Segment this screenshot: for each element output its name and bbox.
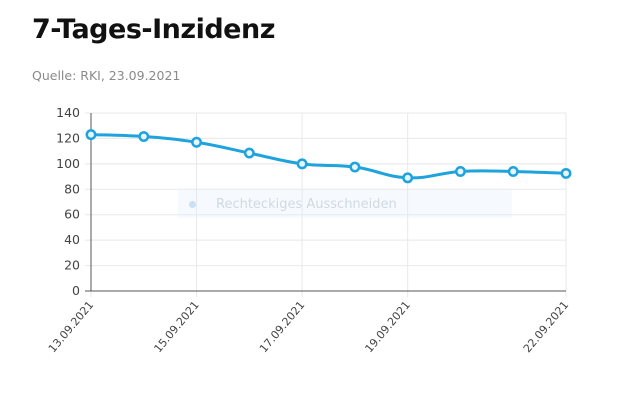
selection-overlay: Rechteckiges Ausschneiden bbox=[178, 190, 512, 218]
x-tick-label: 13.09.2021 bbox=[46, 299, 96, 356]
data-point[interactable] bbox=[402, 172, 414, 184]
source-note: Quelle: RKI, 23.09.2021 bbox=[32, 68, 181, 83]
line-chart: 0 20 40 60 80 100 120 140 13.09.2021 15.09.2021 17… bbox=[46, 105, 572, 355]
chart-container: Rechteckiges Ausschneiden 0 20 40 60 80 100 12… bbox=[0, 100, 640, 400]
data-point[interactable] bbox=[507, 166, 519, 177]
data-point[interactable] bbox=[138, 131, 150, 142]
data-point[interactable] bbox=[454, 166, 466, 177]
selection-overlay-label: Rechteckiges Ausschneiden bbox=[216, 196, 397, 212]
data-point[interactable] bbox=[85, 129, 97, 141]
y-tick-label: 60 bbox=[64, 207, 80, 222]
page-title: 7-Tages-Inzidenz bbox=[32, 14, 275, 45]
y-tick-label: 40 bbox=[64, 232, 80, 247]
data-point[interactable] bbox=[349, 161, 361, 173]
y-tick-label: 20 bbox=[64, 258, 80, 273]
series-line bbox=[90, 133, 567, 180]
y-tick-label: 120 bbox=[56, 130, 80, 145]
x-tick-label: 19.09.2021 bbox=[363, 299, 413, 356]
data-point[interactable] bbox=[191, 136, 203, 148]
y-tick-label: 0 bbox=[72, 283, 80, 298]
axes bbox=[85, 113, 566, 292]
grid bbox=[85, 112, 567, 297]
data-point[interactable] bbox=[560, 167, 572, 179]
x-tick-label: 22.09.2021 bbox=[521, 299, 571, 356]
data-point[interactable] bbox=[243, 147, 255, 159]
y-tick-label: 100 bbox=[56, 156, 80, 171]
y-tick-label: 140 bbox=[56, 105, 80, 120]
x-tick-label: 15.09.2021 bbox=[151, 299, 201, 356]
series bbox=[85, 129, 572, 184]
data-point[interactable] bbox=[296, 158, 308, 170]
dot-icon bbox=[189, 200, 196, 208]
y-tick-label: 80 bbox=[64, 181, 80, 196]
x-tick-label: 17.09.2021 bbox=[257, 299, 307, 356]
tick-labels: 0 20 40 60 80 100 120 140 13.09.2021 15.09.2021 17… bbox=[46, 105, 571, 355]
